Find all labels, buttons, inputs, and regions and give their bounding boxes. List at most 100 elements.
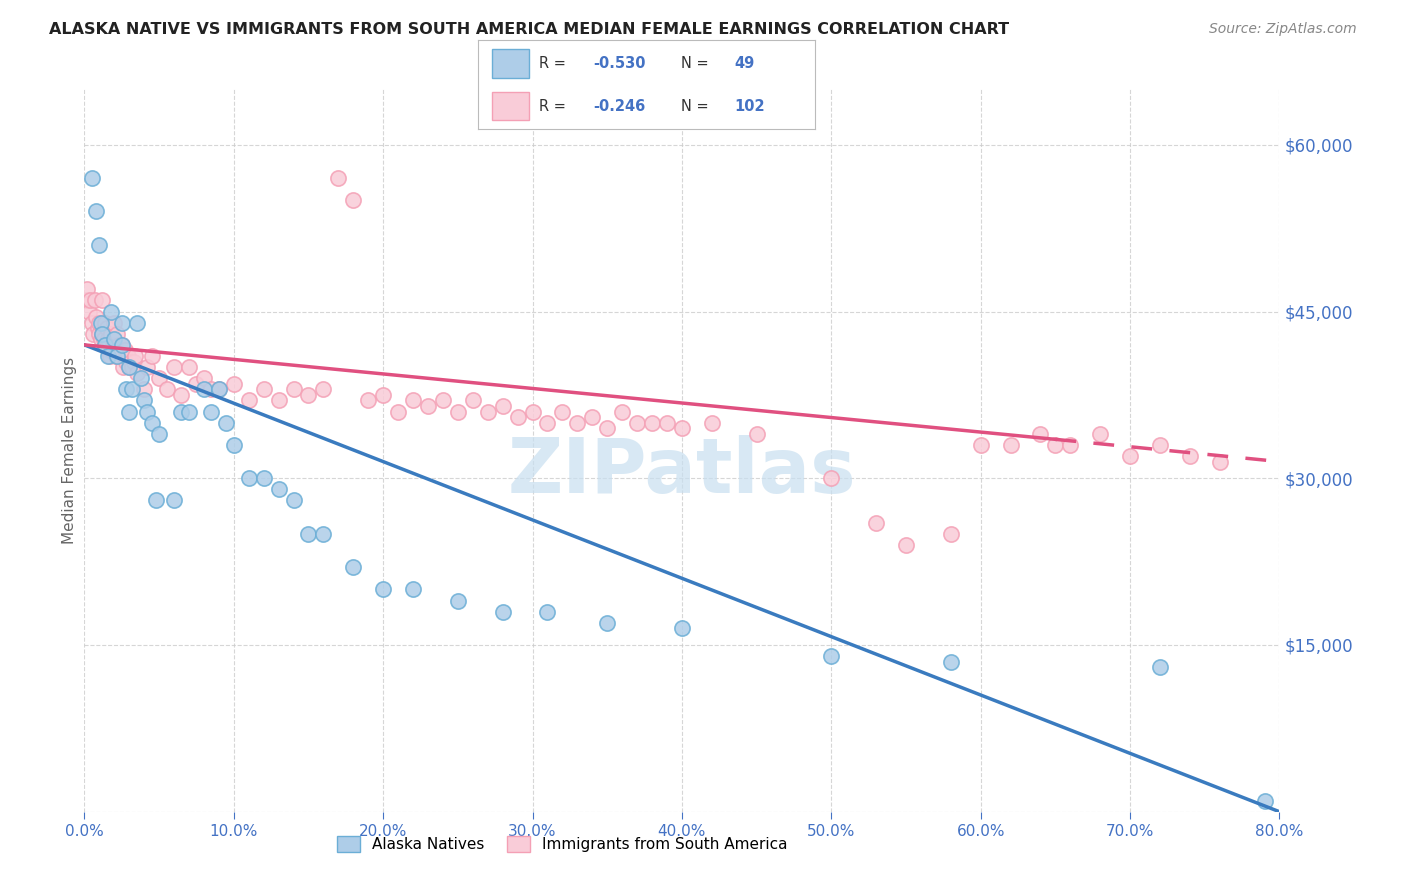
- Text: -0.530: -0.530: [593, 56, 645, 70]
- Point: [387, 404, 409, 418]
- Point: [111, 338, 134, 352]
- Point: [94, 316, 117, 330]
- Point: [105, 349, 128, 363]
- Point: [79, 293, 101, 308]
- Point: [97, 332, 120, 346]
- Point: [506, 410, 529, 425]
- Point: [447, 404, 470, 418]
- Point: [117, 349, 139, 363]
- Point: [200, 404, 222, 418]
- Point: [222, 376, 245, 391]
- Point: [312, 526, 335, 541]
- FancyBboxPatch shape: [492, 92, 529, 120]
- Point: [267, 393, 290, 408]
- Point: [80, 171, 103, 186]
- Point: [655, 416, 678, 430]
- Point: [98, 349, 121, 363]
- Point: [105, 326, 128, 341]
- Point: [328, 171, 350, 186]
- Point: [100, 343, 122, 358]
- Point: [94, 338, 117, 352]
- Point: [110, 343, 132, 358]
- Point: [283, 493, 305, 508]
- Point: [125, 366, 148, 380]
- Point: [820, 649, 842, 664]
- Point: [342, 560, 364, 574]
- Point: [238, 393, 260, 408]
- Point: [177, 404, 200, 418]
- Point: [118, 360, 141, 375]
- Point: [1178, 449, 1201, 463]
- Text: R =: R =: [538, 99, 565, 113]
- Point: [96, 338, 118, 352]
- Point: [118, 404, 141, 418]
- Point: [76, 282, 98, 296]
- Point: [402, 393, 425, 408]
- Point: [522, 404, 544, 418]
- Point: [1045, 438, 1067, 452]
- Text: Source: ZipAtlas.com: Source: ZipAtlas.com: [1209, 22, 1357, 37]
- Point: [1029, 426, 1052, 441]
- Text: ZIPatlas: ZIPatlas: [508, 435, 856, 509]
- Point: [97, 343, 120, 358]
- Point: [492, 399, 515, 413]
- Point: [103, 316, 125, 330]
- Point: [91, 293, 114, 308]
- Point: [1149, 438, 1171, 452]
- Point: [447, 593, 470, 607]
- Text: N =: N =: [681, 99, 709, 113]
- Point: [103, 332, 125, 346]
- Point: [129, 371, 152, 385]
- Text: R =: R =: [538, 56, 565, 70]
- Point: [107, 338, 129, 352]
- Point: [939, 655, 962, 669]
- Point: [1253, 794, 1275, 808]
- Point: [86, 204, 108, 219]
- Point: [238, 471, 260, 485]
- Point: [111, 338, 134, 352]
- Point: [612, 404, 634, 418]
- Point: [671, 421, 693, 435]
- Point: [163, 493, 186, 508]
- Point: [103, 338, 125, 352]
- Point: [90, 316, 112, 330]
- Point: [536, 605, 558, 619]
- Point: [492, 605, 515, 619]
- Point: [416, 399, 439, 413]
- Text: -0.246: -0.246: [593, 99, 645, 113]
- Point: [91, 326, 114, 341]
- Point: [1209, 454, 1232, 468]
- Point: [77, 304, 100, 318]
- Point: [132, 393, 156, 408]
- Point: [104, 349, 127, 363]
- Y-axis label: Median Female Earnings: Median Female Earnings: [62, 357, 77, 544]
- Point: [125, 316, 148, 330]
- Point: [357, 393, 380, 408]
- Point: [342, 194, 364, 208]
- Point: [581, 410, 603, 425]
- Point: [865, 516, 887, 530]
- Point: [267, 483, 290, 497]
- Point: [253, 382, 276, 396]
- Text: N =: N =: [681, 56, 709, 70]
- Point: [200, 382, 222, 396]
- Point: [148, 371, 170, 385]
- Point: [89, 316, 111, 330]
- Point: [1000, 438, 1022, 452]
- Point: [75, 293, 97, 308]
- Point: [114, 343, 136, 358]
- Point: [170, 404, 193, 418]
- Point: [89, 326, 111, 341]
- Point: [551, 404, 574, 418]
- Point: [82, 326, 104, 341]
- FancyBboxPatch shape: [492, 49, 529, 78]
- Point: [111, 316, 134, 330]
- Point: [1059, 438, 1081, 452]
- Point: [1119, 449, 1142, 463]
- Point: [101, 338, 124, 352]
- Point: [136, 360, 159, 375]
- Point: [170, 388, 193, 402]
- Point: [120, 354, 142, 368]
- Point: [105, 349, 128, 363]
- Point: [177, 360, 200, 375]
